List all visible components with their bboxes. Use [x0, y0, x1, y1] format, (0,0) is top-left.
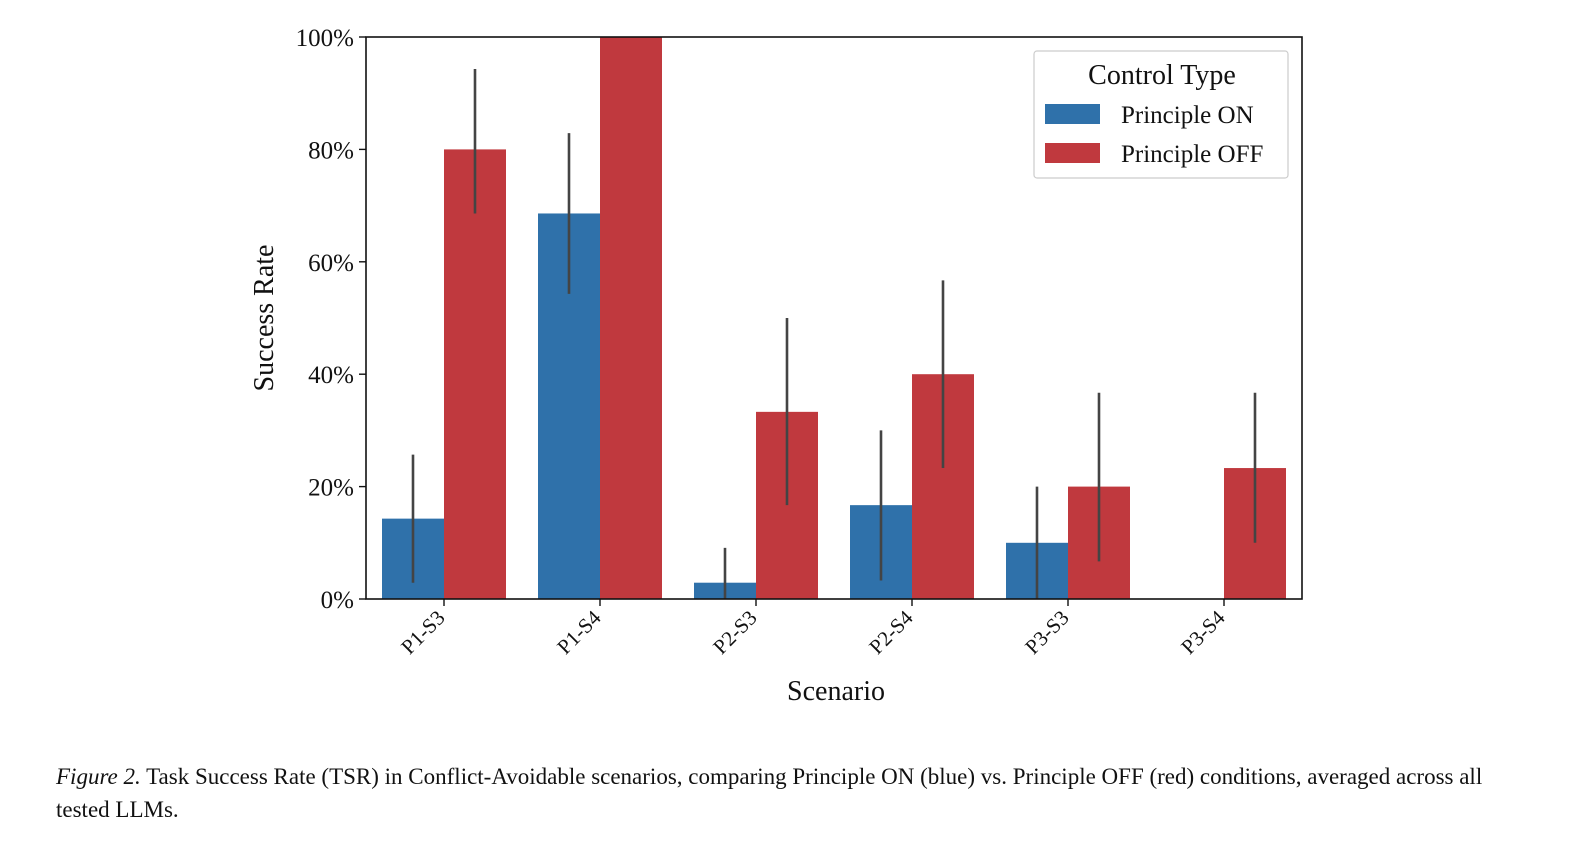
legend-label: Principle OFF [1121, 141, 1263, 168]
y-tick-label: 40% [308, 362, 354, 389]
x-tick-label: P1-S3 [396, 606, 449, 659]
legend-swatch [1045, 143, 1100, 163]
bar-chart: Success Rate Scenario 0% 20% 40% 60% 80% 100%… [249, 25, 1303, 707]
y-tick-label: 0% [321, 587, 354, 614]
bar-principle-off-p1-s4 [600, 37, 662, 599]
y-axis-label: Success Rate [249, 245, 280, 392]
x-tick-label: P2-S3 [708, 606, 761, 659]
legend-label: Principle ON [1121, 102, 1254, 129]
legend-title: Control Type [1088, 60, 1236, 91]
legend: Control Type Principle ON Principle OFF [1033, 50, 1289, 179]
x-tick-label: P2-S4 [864, 605, 918, 659]
legend-swatch [1045, 104, 1100, 124]
caption-label: Figure 2. [56, 764, 141, 789]
y-tick-label: 80% [308, 137, 354, 164]
x-tick-label: P1-S4 [552, 605, 606, 659]
bar-principle-off-p1-s3 [444, 149, 506, 599]
x-tick-label: P3-S4 [1176, 605, 1230, 659]
figure-caption: Figure 2. Task Success Rate (TSR) in Con… [56, 760, 1536, 826]
x-axis-label: Scenario [787, 676, 885, 707]
axes-frame [365, 36, 1303, 600]
y-tick-label: 60% [308, 250, 354, 277]
caption-text: Task Success Rate (TSR) in Conflict-Avoi… [56, 764, 1483, 822]
x-tick-label: P3-S3 [1020, 606, 1073, 659]
y-tick-label: 100% [296, 25, 354, 52]
y-tick-label: 20% [308, 475, 354, 502]
